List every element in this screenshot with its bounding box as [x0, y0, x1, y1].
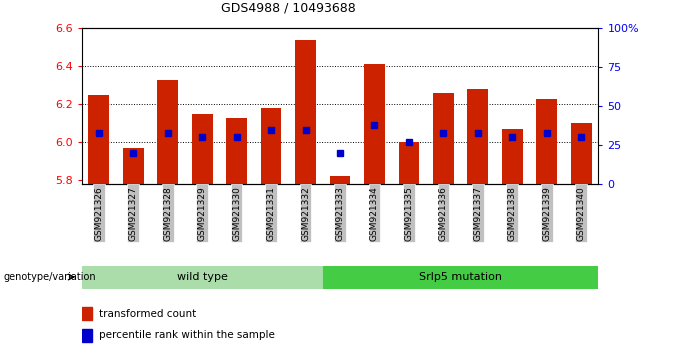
Text: percentile rank within the sample: percentile rank within the sample [99, 330, 275, 340]
Text: GSM921331: GSM921331 [267, 186, 275, 241]
Text: GSM921329: GSM921329 [198, 186, 207, 241]
Text: transformed count: transformed count [99, 309, 196, 319]
Bar [433, 93, 454, 184]
Text: GSM921340: GSM921340 [577, 186, 585, 241]
Bar [226, 118, 247, 184]
Bar [571, 123, 592, 184]
Bar [82, 307, 92, 320]
Text: GSM921327: GSM921327 [129, 186, 138, 241]
Text: GSM921338: GSM921338 [508, 186, 517, 241]
Text: GSM921339: GSM921339 [542, 186, 551, 241]
Text: GSM921335: GSM921335 [405, 186, 413, 241]
Text: GSM921330: GSM921330 [232, 186, 241, 241]
Bar [537, 99, 557, 184]
Bar [260, 108, 282, 184]
Text: GSM921333: GSM921333 [335, 186, 345, 241]
FancyBboxPatch shape [323, 264, 598, 290]
Bar [330, 177, 350, 184]
Text: GSM921328: GSM921328 [163, 186, 172, 241]
Text: GSM921336: GSM921336 [439, 186, 448, 241]
Text: GSM921332: GSM921332 [301, 186, 310, 241]
Text: genotype/variation: genotype/variation [3, 272, 96, 282]
Bar [123, 148, 143, 184]
Text: GSM921334: GSM921334 [370, 186, 379, 241]
Text: GDS4988 / 10493688: GDS4988 / 10493688 [221, 1, 356, 14]
FancyBboxPatch shape [82, 264, 323, 290]
Bar [192, 114, 213, 184]
Bar [88, 95, 109, 184]
Text: GSM921326: GSM921326 [95, 186, 103, 241]
Bar [82, 329, 92, 342]
Bar [502, 129, 523, 184]
Bar [157, 80, 178, 184]
Text: wild type: wild type [177, 272, 228, 282]
Bar [398, 142, 420, 184]
Bar [295, 40, 316, 184]
Text: GSM921337: GSM921337 [473, 186, 482, 241]
Text: Srlp5 mutation: Srlp5 mutation [419, 272, 502, 282]
Bar [364, 64, 385, 184]
Bar [467, 89, 488, 184]
